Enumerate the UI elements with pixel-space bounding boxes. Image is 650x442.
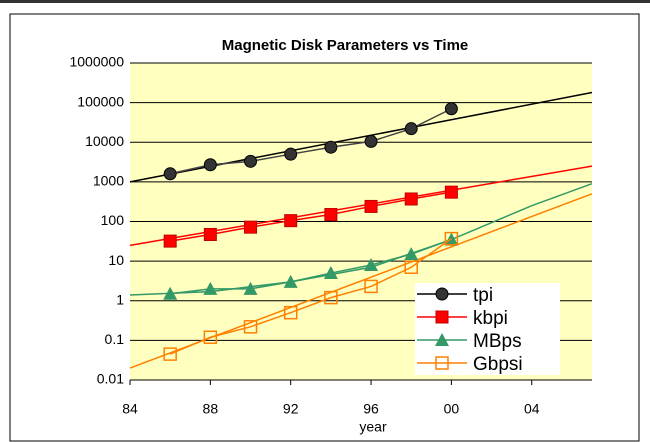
marker: [404, 122, 418, 136]
marker: [203, 330, 218, 344]
marker: [283, 305, 298, 320]
legend-marker: [435, 356, 449, 370]
marker: [244, 220, 258, 234]
y-tick-label: 0.1: [105, 331, 125, 347]
legend-label: kbpi: [473, 308, 508, 329]
marker: [364, 134, 378, 148]
marker: [444, 102, 458, 116]
x-tick-label: 92: [283, 401, 299, 417]
y-tick-label: 100: [101, 212, 125, 228]
marker: [163, 234, 177, 248]
marker: [163, 347, 177, 361]
top-bar: [0, 0, 650, 3]
legend-label: MBps: [473, 331, 522, 352]
marker: [323, 266, 338, 280]
marker: [284, 214, 298, 228]
marker: [444, 231, 459, 246]
marker: [243, 320, 258, 334]
series-line: [170, 108, 452, 175]
x-tick-label: 96: [363, 401, 379, 417]
y-tick-label: 10: [108, 252, 124, 268]
series-line: [170, 238, 452, 295]
marker: [203, 227, 217, 241]
legend-marker: [435, 333, 449, 346]
marker: [404, 247, 419, 261]
marker: [364, 257, 379, 271]
x-tick-label: 04: [524, 401, 540, 417]
y-tick-label: 0.01: [97, 371, 124, 387]
y-tick-label: 1000: [93, 173, 124, 189]
y-tick-label: 10000: [85, 133, 124, 149]
x-tick-label: 88: [203, 401, 219, 417]
marker: [163, 286, 178, 300]
marker: [283, 274, 298, 288]
legend-label: Gbpsi: [473, 354, 523, 375]
chart-title: Magnetic Disk Parameters vs Time: [222, 37, 469, 54]
x-tick-label: 00: [444, 401, 460, 417]
marker: [324, 208, 338, 222]
legend-marker: [435, 287, 449, 301]
x-tick-label: 84: [122, 401, 138, 417]
y-tick-label: 100000: [77, 93, 124, 109]
legend-marker: [435, 310, 449, 324]
marker: [404, 260, 418, 275]
x-axis-label: year: [359, 419, 387, 435]
marker: [163, 167, 177, 181]
legend-label: tpi: [473, 285, 493, 306]
marker: [404, 192, 418, 206]
y-tick-label: 1000000: [69, 54, 124, 70]
y-tick-label: 1: [116, 291, 124, 307]
series-line: [170, 191, 452, 242]
marker: [364, 279, 378, 294]
marker: [364, 199, 378, 213]
marker: [203, 158, 217, 172]
marker: [444, 185, 458, 199]
marker: [284, 147, 298, 161]
marker: [324, 290, 338, 305]
marker: [243, 281, 258, 295]
marker: [244, 154, 258, 168]
marker: [203, 281, 218, 295]
marker: [324, 140, 338, 154]
